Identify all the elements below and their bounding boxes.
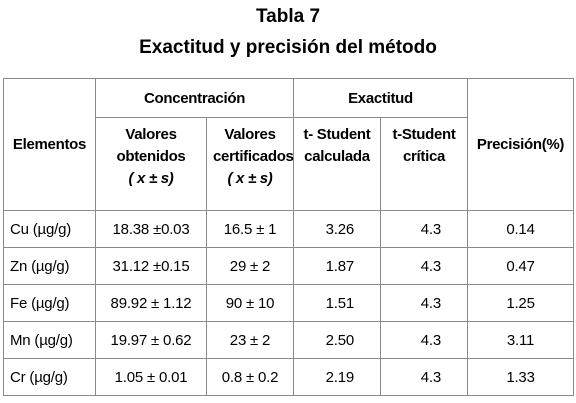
group-header: Precisión(%) xyxy=(467,78,575,211)
header-line: certificados xyxy=(213,148,294,165)
element-cell: Cu (µg/g) xyxy=(3,210,96,248)
value-cell: 89.92 ± 1.12 xyxy=(95,284,207,322)
data-row: Cu (µg/g) 18.38 ±0.03 16.5 ± 1 3.26 4.3 0.14 xyxy=(3,210,575,248)
header-line: crítica xyxy=(402,148,446,165)
sub-header: Valores certificados ( x ± s) xyxy=(206,117,294,211)
header-line: Valores xyxy=(224,126,276,143)
table-title: Tabla 7 xyxy=(255,6,321,27)
value-cell: 29 ± 2 xyxy=(206,247,294,285)
table-head: Elementos Concentración Exactitud Precisión… xyxy=(3,78,575,211)
value-cell: 90 ± 10 xyxy=(206,284,294,322)
value-cell: 0.47 xyxy=(467,247,575,285)
value-cell: 0.8 ± 0.2 xyxy=(206,358,294,396)
header-line: obtenidos xyxy=(116,148,186,165)
sub-header: Valores obtenidos ( x ± s) xyxy=(95,117,207,211)
data-table: Elementos Concentración Exactitud Precisión… xyxy=(3,78,575,396)
value-cell: 23 ± 2 xyxy=(206,321,294,359)
value-cell: 1.51 xyxy=(293,284,381,322)
value-cell: 1.25 xyxy=(467,284,575,322)
value-cell: 0.14 xyxy=(467,210,575,248)
element-cell: Fe (µg/g) xyxy=(3,284,96,322)
header-line: calculada xyxy=(304,148,370,165)
value-cell: 18.38 ±0.03 xyxy=(95,210,207,248)
value-cell: 16.5 ± 1 xyxy=(206,210,294,248)
value-cell: 19.97 ± 0.62 xyxy=(95,321,207,359)
table-body: Cu (µg/g) 18.38 ±0.03 16.5 ± 1 3.26 4.3 0.14 Z… xyxy=(3,210,575,396)
data-row: Fe (µg/g) 89.92 ± 1.12 90 ± 10 1.51 4.3 1.25 xyxy=(3,284,575,322)
data-row: Cr (µg/g) 1.05 ± 0.01 0.8 ± 0.2 2.19 4.3 1.33 xyxy=(3,358,575,396)
value-cell: 2.19 xyxy=(293,358,381,396)
element-cell: Mn (µg/g) xyxy=(3,321,96,359)
sub-header: t- Student calculada xyxy=(293,117,381,211)
value-cell: 2.50 xyxy=(293,321,381,359)
element-cell: Cr (µg/g) xyxy=(3,358,96,396)
value-cell: 1.05 ± 0.01 xyxy=(95,358,207,396)
data-row: Zn (µg/g) 31.12 ±0.15 29 ± 2 1.87 4.3 0.47 xyxy=(3,247,575,285)
header-line: ( x ± s) xyxy=(227,170,273,187)
value-cell: 4.3 xyxy=(379,284,469,322)
group-header: Elementos xyxy=(3,78,96,211)
header-row: Elementos Concentración Exactitud Precisión… xyxy=(3,78,575,211)
header-line: t-Student xyxy=(392,126,456,143)
value-cell: 4.3 xyxy=(379,321,469,359)
value-cell: 1.87 xyxy=(293,247,381,285)
value-cell: 1.33 xyxy=(467,358,575,396)
subheader-row: Valores obtenidos ( x ± s) Valores certifica… xyxy=(4,117,574,211)
element-cell: Zn (µg/g) xyxy=(3,247,96,285)
header-line: t- Student xyxy=(303,126,371,143)
value-cell: 3.26 xyxy=(293,210,381,248)
group-header: Exactitud xyxy=(292,78,469,118)
header-line: ( x ± s) xyxy=(128,170,174,187)
header-line: Valores xyxy=(125,126,177,143)
value-cell: 4.3 xyxy=(379,247,469,285)
group-header: Concentración xyxy=(95,78,294,118)
table-subtitle: Exactitud y precisión del método xyxy=(139,37,437,58)
value-cell: 31.12 ±0.15 xyxy=(95,247,207,285)
value-cell: 4.3 xyxy=(379,210,469,248)
value-cell: 4.3 xyxy=(379,358,469,396)
value-cell: 3.11 xyxy=(467,321,575,359)
data-row: Mn (µg/g) 19.97 ± 0.62 23 ± 2 2.50 4.3 3.11 xyxy=(3,321,575,359)
sub-header: t-Student crítica xyxy=(379,117,469,211)
